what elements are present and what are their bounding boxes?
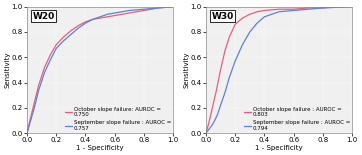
X-axis label: 1 - Specificity: 1 - Specificity [255, 145, 303, 151]
Text: W20: W20 [33, 12, 55, 21]
X-axis label: 1 - Specificity: 1 - Specificity [76, 145, 124, 151]
Legend: October slope failure : AUROC =
0.803, September slope failure : AUROC =
0.794: October slope failure : AUROC = 0.803, S… [244, 106, 350, 132]
Y-axis label: Sensitivity: Sensitivity [4, 52, 10, 88]
Legend: October slope failure: AUROC =
0.750, September slope failure : AUROC =
0.757: October slope failure: AUROC = 0.750, Se… [65, 106, 172, 132]
Text: W30: W30 [212, 12, 234, 21]
Y-axis label: Sensitivity: Sensitivity [183, 52, 189, 88]
